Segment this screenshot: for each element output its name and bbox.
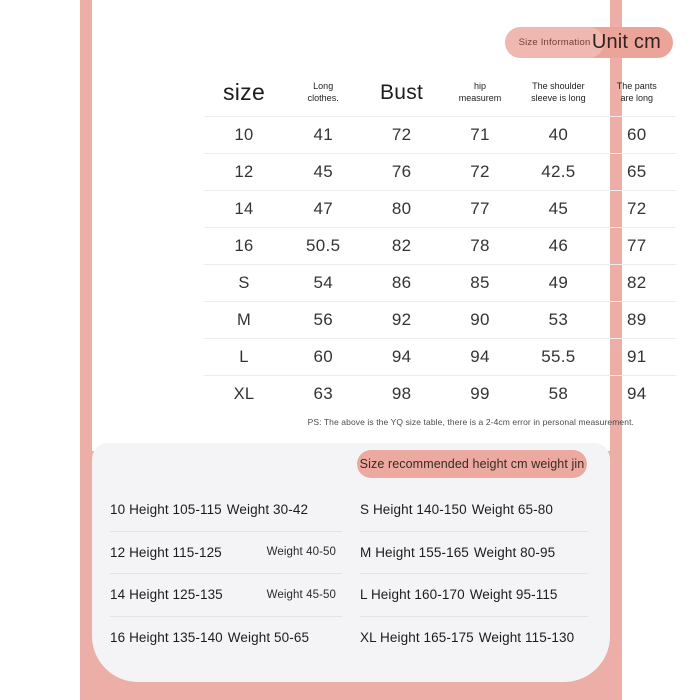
recommend-weight: Weight 40-50 [266, 546, 336, 559]
recommend-item: 16 Height 135-140 Weight 50-65 [110, 617, 342, 659]
table-cell: 72 [391, 125, 412, 144]
size-cell: XL [233, 384, 255, 403]
table-cell: 60 [313, 347, 333, 366]
size-table-body: 10 41 72 71 40 60 12 45 76 72 42.5 65 14 47 80 77 45 72 16… [204, 116, 676, 412]
table-cell: 86 [391, 273, 412, 292]
table-cell: 45 [548, 199, 569, 218]
table-cell: 58 [548, 384, 569, 403]
recommendation-list-left: 10 Height 105-115 Weight 30-42 12 Height 1… [110, 489, 342, 658]
table-cell: 40 [548, 125, 569, 144]
recommend-item: 12 Height 115-125 Weight 40-50 [110, 532, 342, 574]
size-recommendation-pill: Size recommended height cm weight jin [357, 450, 587, 478]
size-cell: 12 [234, 162, 254, 181]
measurement-error-note: PS: The above is the YQ size table, ther… [307, 417, 634, 427]
table-row: 12 45 76 72 42.5 65 [204, 153, 676, 190]
table-cell: 98 [391, 384, 412, 403]
table-cell: 47 [313, 199, 333, 218]
recommend-size-height: S Height 140-150 [360, 502, 467, 518]
table-cell: 82 [391, 236, 412, 255]
table-row: 14 47 80 77 45 72 [204, 190, 676, 227]
table-row: S 54 86 85 49 82 [204, 264, 676, 301]
size-cell: 16 [234, 236, 254, 255]
size-cell: 10 [234, 125, 254, 144]
size-information-label: Size Information [518, 37, 591, 48]
recommend-item: 10 Height 105-115 Weight 30-42 [110, 489, 342, 532]
recommend-item: S Height 140-150 Weight 65-80 [360, 489, 588, 532]
table-cell: 45 [313, 162, 333, 181]
recommend-size-height: 12 Height 115-125 [110, 544, 222, 560]
size-cell: M [236, 310, 252, 329]
table-cell: 71 [470, 125, 490, 144]
table-cell: 56 [313, 310, 333, 329]
table-row: 10 41 72 71 40 60 [204, 116, 676, 153]
table-cell: 94 [470, 347, 490, 366]
table-cell: 49 [548, 273, 569, 292]
size-cell: S [238, 273, 250, 292]
column-header: The shoulder sleeve is long [531, 81, 586, 103]
table-cell: 55.5 [541, 347, 576, 366]
table-cell: 63 [313, 384, 333, 403]
size-table-header: size Long clothes. Bust hip measurem The shoul… [204, 70, 676, 116]
size-cell: L [239, 347, 249, 366]
recommend-size-height: 16 Height 135-140 [110, 629, 223, 645]
table-cell: 99 [470, 384, 490, 403]
table-cell: 82 [627, 273, 647, 292]
size-table-card: Size Information Unit cm size Long clothes… [92, 0, 676, 451]
recommend-item: L Height 160-170 Weight 95-115 [360, 574, 588, 617]
table-cell: 77 [470, 199, 490, 218]
table-cell: 94 [627, 384, 647, 403]
size-table: size Long clothes. Bust hip measurem The shoul… [204, 70, 676, 412]
recommend-weight: Weight 30-42 [226, 502, 309, 518]
column-header: hip measurem [458, 81, 502, 103]
table-cell: 76 [391, 162, 412, 181]
table-cell: 78 [470, 236, 490, 255]
table-cell: 91 [627, 347, 647, 366]
table-cell: 54 [313, 273, 333, 292]
column-header: Bust [379, 81, 424, 105]
table-cell: 50.5 [306, 236, 341, 255]
size-information-pill-segment: Size Information [505, 27, 604, 58]
table-cell: 41 [313, 125, 333, 144]
recommend-size-height: XL Height 165-175 [360, 629, 474, 645]
table-cell: 60 [627, 125, 647, 144]
table-cell: 72 [627, 199, 647, 218]
table-cell: 94 [391, 347, 412, 366]
size-information-pill: Size Information Unit cm [505, 27, 673, 58]
table-cell: 80 [391, 199, 412, 218]
recommend-size-height: M Height 155-165 [360, 544, 469, 560]
recommendation-list-right: S Height 140-150 Weight 65-80 M Height 155… [360, 489, 588, 658]
recommend-weight: Weight 95-115 [469, 587, 558, 603]
recommend-item: XL Height 165-175 Weight 115-130 [360, 617, 588, 659]
table-row: M 56 92 90 53 89 [204, 301, 676, 338]
recommend-size-height: 10 Height 105-115 [110, 502, 222, 518]
table-row: XL 63 98 99 58 94 [204, 375, 676, 412]
table-cell: 42.5 [541, 162, 576, 181]
column-header: size [222, 79, 266, 106]
table-cell: 85 [470, 273, 490, 292]
table-cell: 65 [627, 162, 647, 181]
recommend-item: 14 Height 125-135 Weight 45-50 [110, 574, 342, 617]
recommend-weight: Weight 80-95 [473, 544, 556, 560]
size-cell: 14 [234, 199, 254, 218]
table-cell: 53 [548, 310, 569, 329]
unit-cm-label: Unit cm [591, 31, 661, 53]
table-row: L 60 94 94 55.5 91 [204, 338, 676, 375]
recommend-weight: Weight 65-80 [471, 502, 553, 518]
table-cell: 77 [627, 236, 647, 255]
table-cell: 89 [627, 310, 647, 329]
column-header: The pants are long [616, 81, 657, 103]
table-cell: 90 [470, 310, 490, 329]
size-recommendation-panel: Size recommended height cm weight jin 10… [92, 443, 610, 682]
column-header: Long clothes. [307, 81, 339, 103]
table-row: 16 50.5 82 78 46 77 [204, 227, 676, 264]
table-cell: 46 [548, 236, 569, 255]
recommend-size-height: 14 Height 125-135 [110, 587, 223, 603]
table-cell: 92 [391, 310, 412, 329]
table-cell: 72 [470, 162, 490, 181]
recommend-item: M Height 155-165 Weight 80-95 [360, 532, 588, 574]
recommend-size-height: L Height 160-170 [360, 587, 465, 603]
recommend-weight: Weight 45-50 [266, 588, 336, 601]
recommend-weight: Weight 50-65 [227, 629, 310, 645]
recommend-weight: Weight 115-130 [478, 629, 575, 645]
